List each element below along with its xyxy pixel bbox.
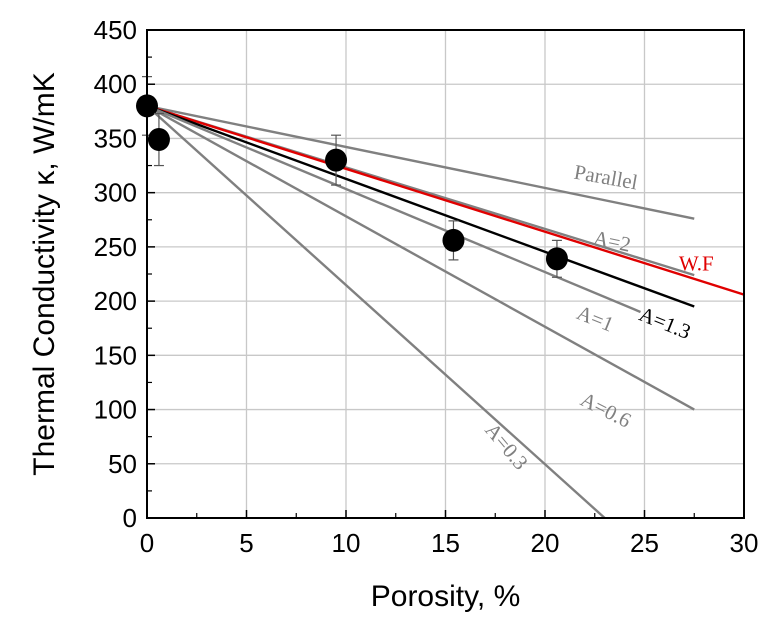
y-tick-labels: 0 50 100 150 200 250 300 350 400 450 <box>94 15 137 533</box>
series-line-a-1-3 <box>146 104 695 308</box>
y-tick-label: 300 <box>94 178 137 208</box>
series-line-a-0-3 <box>146 105 606 519</box>
y-tick-label: 100 <box>94 395 137 425</box>
data-point <box>147 128 170 152</box>
data-point <box>325 148 348 172</box>
axis-ticks <box>146 29 745 519</box>
x-tick-label: 25 <box>630 528 659 558</box>
x-tick-label: 10 <box>332 528 361 558</box>
y-tick-label: 450 <box>94 15 137 45</box>
data-point <box>442 228 465 252</box>
series-line-a-0-6 <box>146 104 695 411</box>
y-tick-label: 350 <box>94 123 137 153</box>
data-point <box>545 247 568 271</box>
y-tick-label: 250 <box>94 232 137 262</box>
series-label-w-f: W.F <box>679 252 714 276</box>
y-tick-label: 0 <box>123 503 137 533</box>
series-lines <box>146 104 745 519</box>
y-tick-label: 400 <box>94 69 137 99</box>
x-axis-title: Porosity, % <box>371 580 521 613</box>
y-tick-label: 200 <box>94 286 137 316</box>
y-tick-label: 50 <box>108 449 137 479</box>
x-tick-labels: 0 5 10 15 20 25 30 <box>140 528 759 558</box>
x-tick-label: 15 <box>431 528 460 558</box>
series-line-w-f <box>146 104 745 296</box>
y-tick-label: 150 <box>94 340 137 370</box>
x-tick-label: 5 <box>239 528 253 558</box>
x-tick-label: 0 <box>140 528 154 558</box>
series-line-parallel <box>146 104 695 220</box>
x-tick-label: 30 <box>730 528 759 558</box>
x-tick-label: 20 <box>531 528 560 558</box>
y-axis-title: Thermal Conductivity κ, W/mK <box>28 72 61 475</box>
